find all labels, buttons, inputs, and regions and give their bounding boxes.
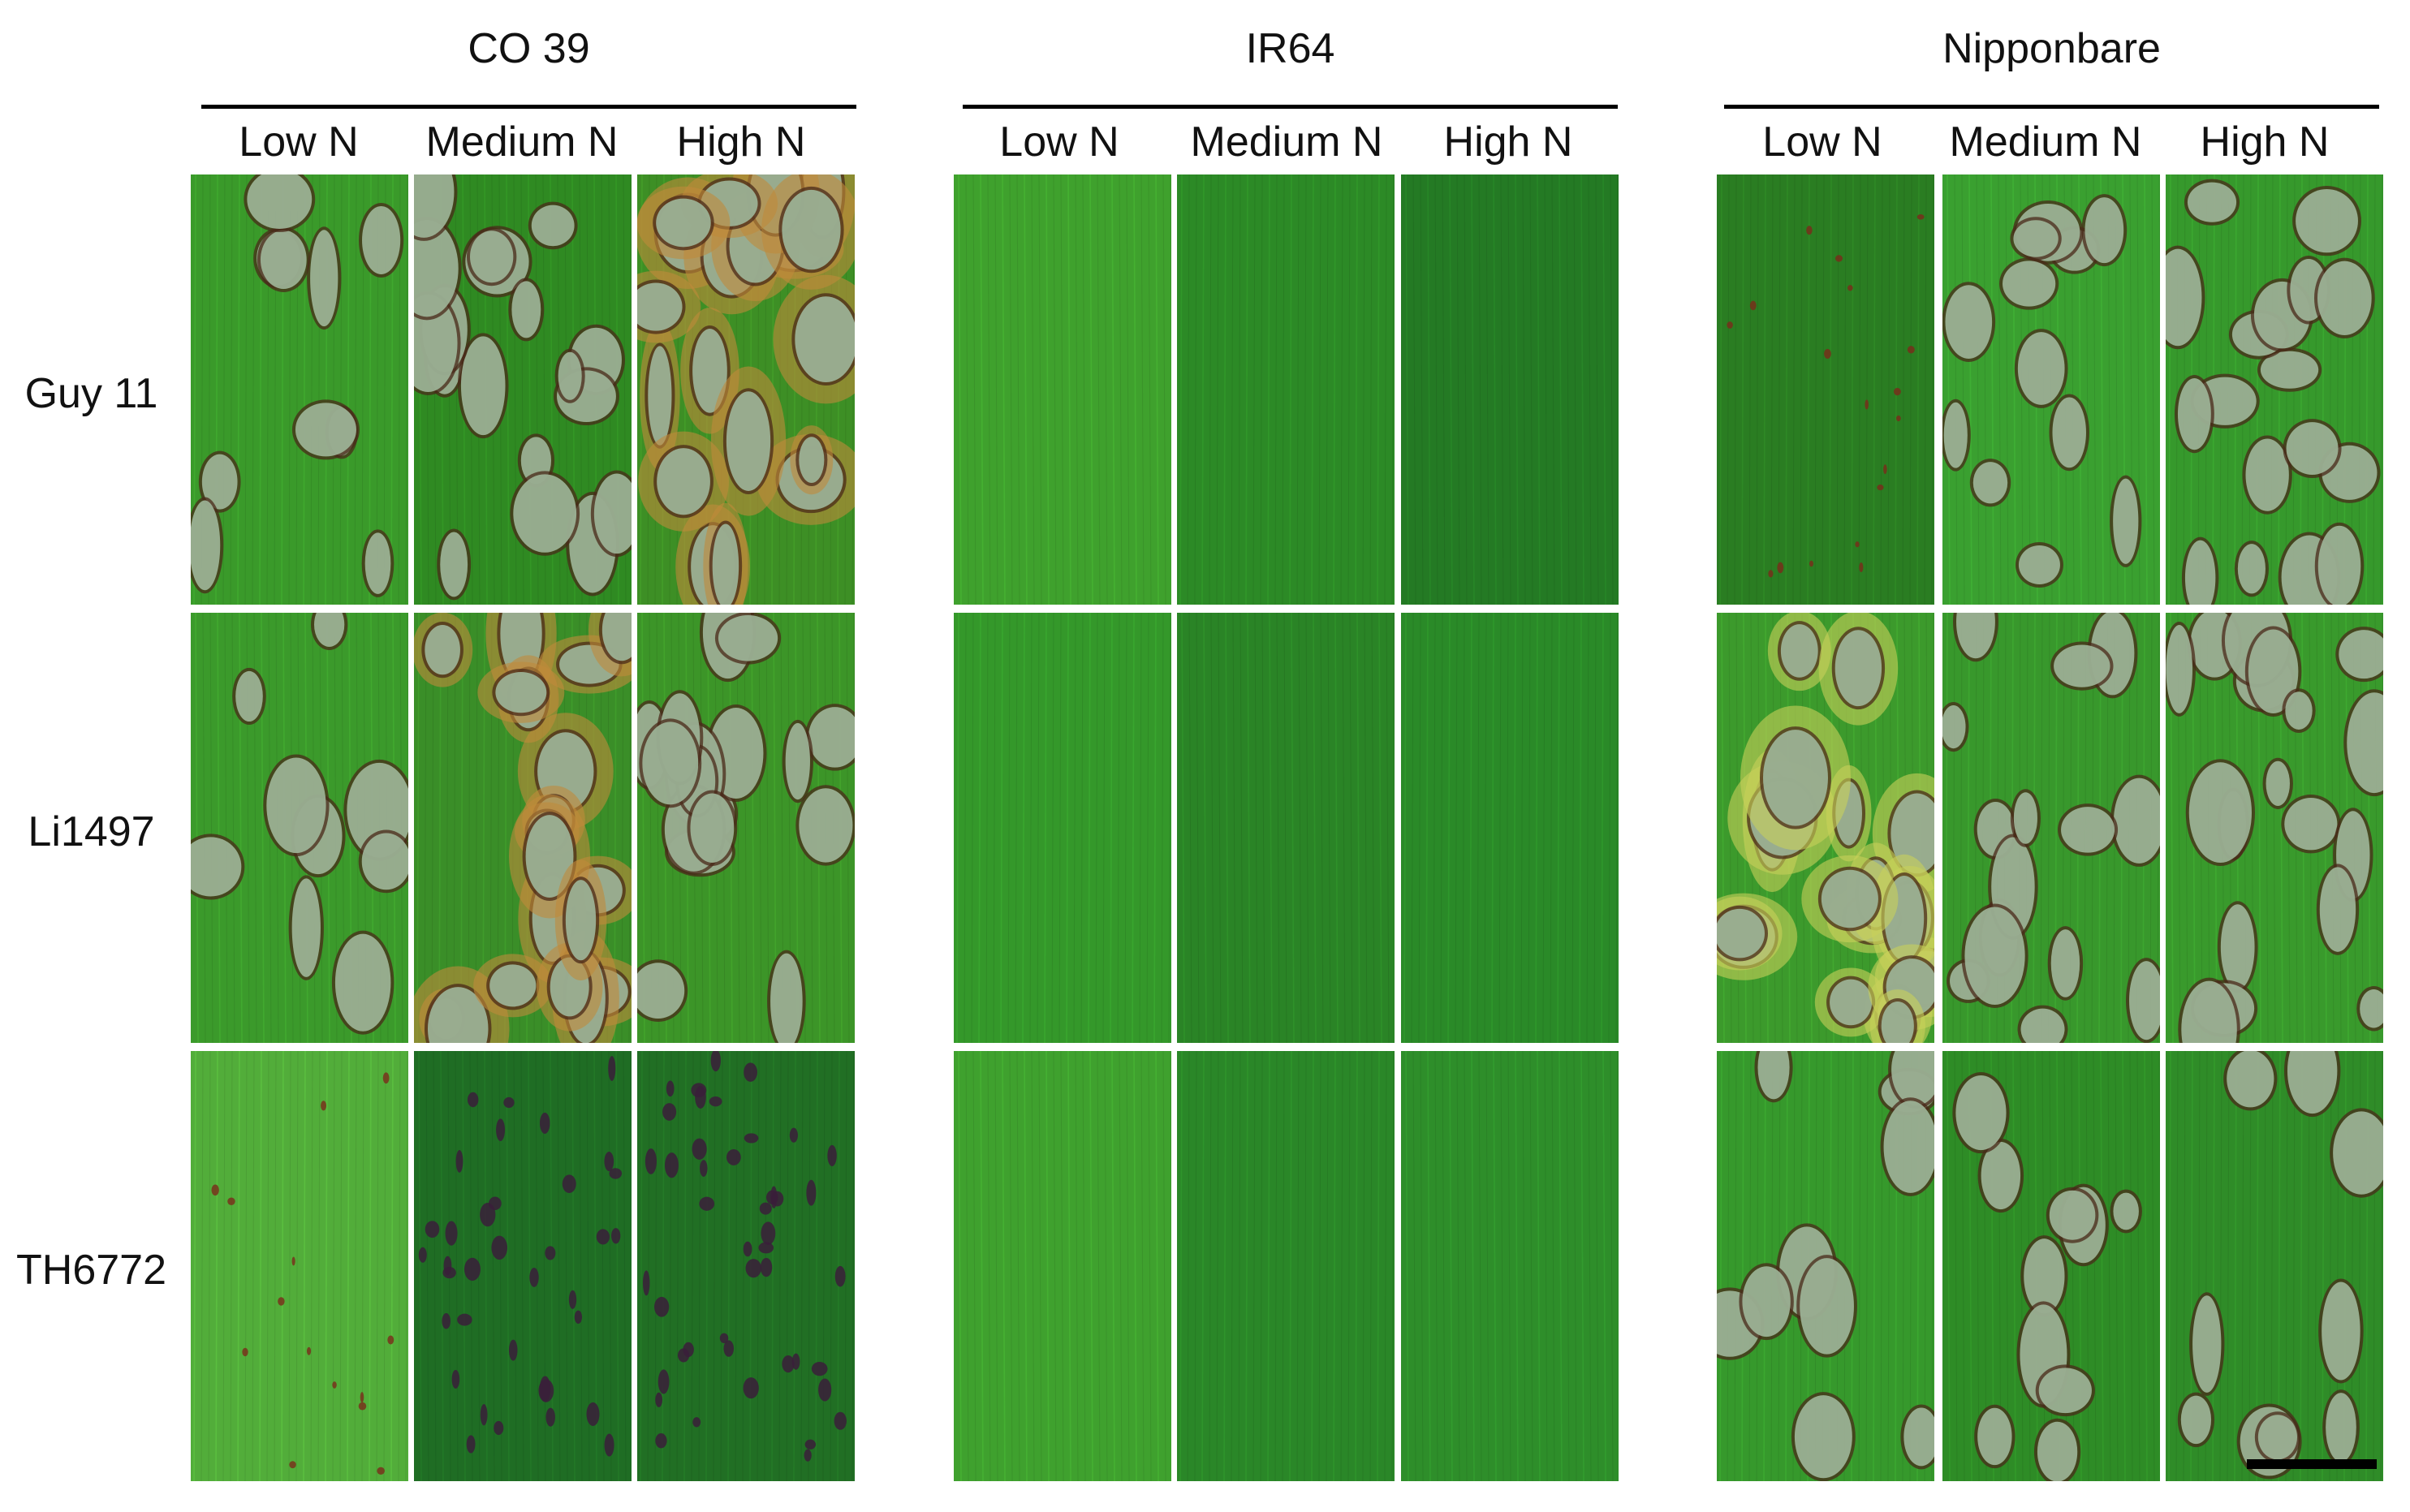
leaf-panel-th6772-co39-low: [191, 1051, 408, 1481]
cultivar-title-ir64: IR64: [1245, 25, 1335, 72]
leaf-panel-guy11-ir64-medium: [1177, 174, 1395, 605]
leaf-panel-guy11-ir64-low: [954, 174, 1171, 605]
leaf-panel-guy11-nipponbare-medium: [1942, 174, 2160, 605]
leaf-panel-th6772-nipponbare-medium: [1942, 1051, 2160, 1481]
group-rule-nipponbare: [1724, 105, 2379, 109]
leaf-panel-guy11-ir64-high: [1401, 174, 1619, 605]
leaf-panel-guy11-co39-high: [637, 174, 855, 605]
leaf-panel-li1497-nipponbare-high: [2166, 613, 2383, 1043]
leaf-panel-th6772-nipponbare-low: [1717, 1051, 1934, 1481]
condition-label-nipponbare-low: Low N: [1762, 118, 1882, 166]
leaf-panel-th6772-ir64-high: [1401, 1051, 1619, 1481]
leaf-panel-li1497-co39-medium: [414, 613, 632, 1043]
condition-label-ir64-high: High N: [1443, 118, 1573, 166]
leaf-panel-li1497-ir64-high: [1401, 613, 1619, 1043]
leaf-panel-li1497-ir64-medium: [1177, 613, 1395, 1043]
cultivar-title-nipponbare: Nipponbare: [1942, 25, 2161, 72]
condition-label-ir64-medium: Medium N: [1190, 118, 1383, 166]
leaf-panel-th6772-co39-high: [637, 1051, 855, 1481]
group-rule-ir64: [963, 105, 1618, 109]
scale-bar: [2247, 1459, 2377, 1469]
leaf-panel-li1497-co39-high: [637, 613, 855, 1043]
strain-label-th6772: TH6772: [16, 1247, 166, 1294]
leaf-panel-th6772-ir64-medium: [1177, 1051, 1395, 1481]
leaf-panel-guy11-co39-low: [191, 174, 408, 605]
group-rule-co39: [201, 105, 856, 109]
strain-label-guy11: Guy 11: [24, 370, 158, 417]
leaf-panel-li1497-co39-low: [191, 613, 408, 1043]
strain-label-li1497: Li1497: [28, 808, 155, 855]
condition-label-co39-high: High N: [676, 118, 806, 166]
leaf-panel-th6772-co39-medium: [414, 1051, 632, 1481]
leaf-panel-li1497-nipponbare-low: [1717, 613, 1934, 1043]
leaf-panel-th6772-ir64-low: [954, 1051, 1171, 1481]
leaf-panel-guy11-nipponbare-low: [1717, 174, 1934, 605]
condition-label-co39-low: Low N: [239, 118, 359, 166]
leaf-panel-guy11-co39-medium: [414, 174, 632, 605]
leaf-panel-li1497-ir64-low: [954, 613, 1171, 1043]
leaf-panel-guy11-nipponbare-high: [2166, 174, 2383, 605]
condition-label-co39-medium: Medium N: [425, 118, 619, 166]
condition-label-nipponbare-high: High N: [2200, 118, 2330, 166]
condition-label-nipponbare-medium: Medium N: [1949, 118, 2142, 166]
condition-label-ir64-low: Low N: [999, 118, 1119, 166]
leaf-panel-li1497-nipponbare-medium: [1942, 613, 2160, 1043]
cultivar-title-co39: CO 39: [468, 25, 590, 72]
leaf-panel-th6772-nipponbare-high: [2166, 1051, 2383, 1481]
